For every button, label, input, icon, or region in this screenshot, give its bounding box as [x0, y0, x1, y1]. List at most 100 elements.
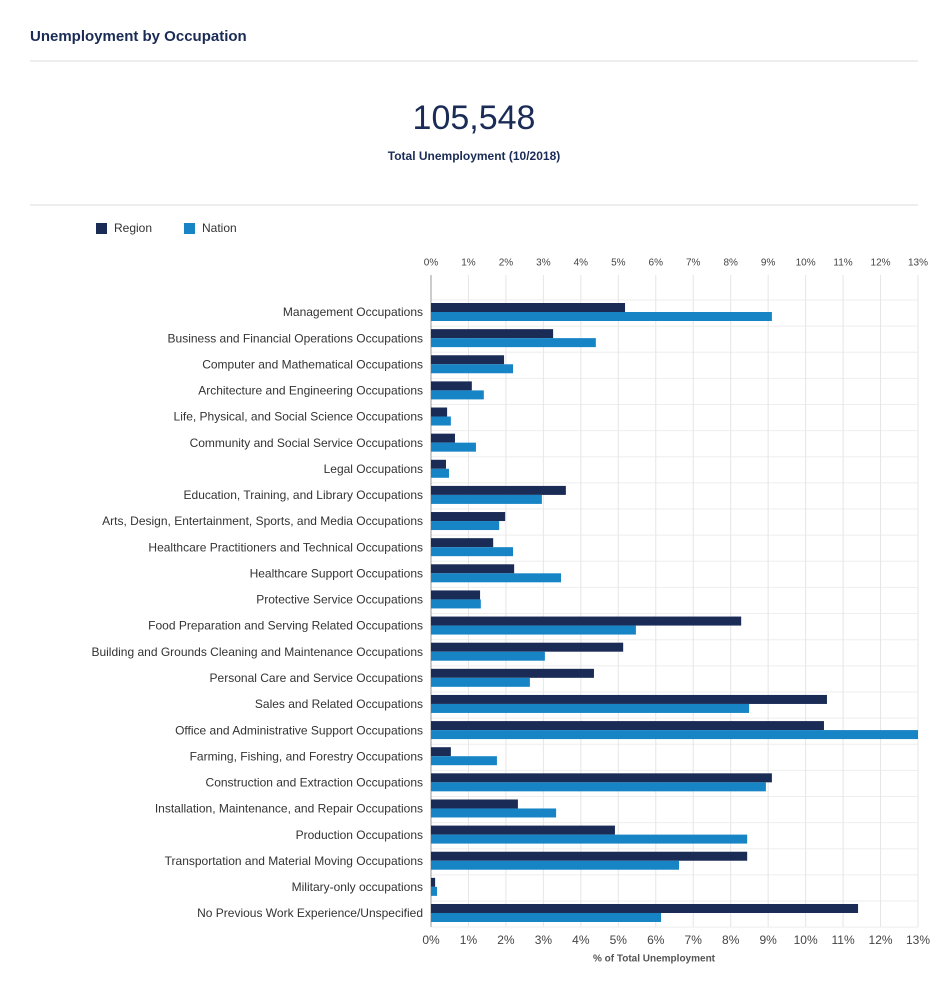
bar	[431, 747, 451, 757]
x-tick-label: 12%	[869, 933, 893, 947]
bar	[431, 886, 437, 896]
y-tick-label: Business and Financial Operations Occupa…	[168, 331, 423, 345]
bar	[431, 338, 596, 348]
bar	[431, 312, 772, 321]
bar	[431, 625, 636, 635]
bar	[431, 808, 557, 818]
y-tick-label: Military-only occupations	[292, 880, 423, 894]
y-tick-label: Food Preparation and Serving Related Occ…	[148, 619, 423, 633]
bar	[431, 651, 545, 661]
x-tick-label: 7%	[685, 933, 703, 947]
bar	[431, 538, 494, 548]
bar	[431, 468, 449, 478]
y-tick-label: Protective Service Occupations	[256, 593, 423, 607]
bar	[431, 694, 827, 704]
y-tick-label: Arts, Design, Entertainment, Sports, and…	[102, 514, 423, 528]
y-tick-label: Installation, Maintenance, and Repair Oc…	[155, 802, 423, 816]
y-tick-label: Healthcare Practitioners and Technical O…	[148, 540, 423, 554]
x-tick-label: 1%	[460, 933, 478, 947]
bar	[431, 642, 624, 652]
x-tick-label-top: 0%	[424, 258, 439, 269]
bar	[431, 721, 824, 731]
x-tick-label: 4%	[572, 933, 590, 947]
x-tick-label-top: 1%	[461, 258, 476, 269]
x-tick-label-top: 3%	[536, 258, 551, 269]
y-tick-label: Farming, Fishing, and Forestry Occupatio…	[190, 749, 423, 763]
kpi-value: 105,548	[413, 99, 536, 137]
x-tick-label-top: 13%	[908, 258, 928, 269]
bar	[431, 616, 742, 626]
y-tick-label: Education, Training, and Library Occupat…	[184, 488, 423, 502]
x-tick-label-top: 11%	[833, 258, 852, 269]
x-tick-label-top: 6%	[649, 258, 664, 269]
legend-label: Region	[114, 221, 152, 235]
x-tick-label: 13%	[906, 933, 930, 947]
bar	[431, 782, 766, 792]
y-tick-label: Sales and Related Occupations	[255, 697, 423, 711]
y-tick-label: Production Occupations	[296, 828, 423, 842]
x-tick-label: 3%	[535, 933, 553, 947]
bar	[431, 390, 484, 400]
bar	[431, 547, 514, 557]
x-tick-label-top: 9%	[761, 258, 776, 269]
x-tick-label: 2%	[497, 933, 515, 947]
bar	[431, 590, 481, 600]
bar	[431, 329, 554, 339]
x-tick-label-top: 12%	[871, 258, 891, 269]
bar	[431, 851, 748, 861]
legend-swatch	[184, 223, 195, 234]
x-axis-title: % of Total Unemployment	[593, 954, 716, 965]
bar	[431, 825, 615, 835]
bar	[431, 860, 679, 870]
y-tick-label: Architecture and Engineering Occupations	[198, 384, 423, 398]
x-tick-label: 10%	[794, 933, 818, 947]
bar	[431, 564, 515, 574]
y-tick-label: Office and Administrative Support Occupa…	[175, 723, 423, 737]
x-tick-label-top: 10%	[796, 258, 816, 269]
bar	[431, 364, 514, 374]
y-tick-label: Community and Social Service Occupations	[190, 436, 423, 450]
bar	[431, 799, 518, 809]
panel-title: Unemployment by Occupation	[30, 28, 247, 45]
bar	[431, 903, 859, 913]
bars	[431, 303, 918, 922]
bar	[431, 442, 476, 452]
bar	[431, 730, 918, 740]
bar	[431, 756, 497, 766]
x-tick-label: 5%	[610, 933, 628, 947]
y-tick-label: Life, Physical, and Social Science Occup…	[174, 410, 423, 424]
bar	[431, 677, 530, 687]
bar	[431, 773, 772, 783]
y-tick-label: Management Occupations	[283, 305, 423, 319]
bar	[431, 303, 626, 312]
bar	[431, 521, 500, 531]
bar	[431, 512, 506, 522]
y-tick-label: Building and Grounds Cleaning and Mainte…	[91, 645, 423, 659]
bar	[431, 912, 662, 922]
x-tick-label-top: 8%	[723, 258, 738, 269]
bar	[431, 877, 436, 887]
x-tick-label: 0%	[422, 933, 440, 947]
y-tick-label: Healthcare Support Occupations	[250, 566, 423, 580]
bar	[431, 381, 472, 391]
bar	[431, 703, 750, 713]
y-tick-label: Personal Care and Service Occupations	[210, 671, 423, 685]
bar	[431, 668, 594, 678]
x-tick-label-top: 2%	[499, 258, 514, 269]
x-tick-label: 6%	[647, 933, 665, 947]
bar	[431, 407, 448, 417]
bar	[431, 416, 451, 426]
y-tick-label: Computer and Mathematical Occupations	[202, 357, 423, 371]
x-tick-label-top: 7%	[686, 258, 701, 269]
kpi-label: Total Unemployment (10/2018)	[388, 149, 561, 163]
bar	[431, 485, 566, 495]
y-tick-label: Transportation and Material Moving Occup…	[165, 854, 423, 868]
bar	[431, 433, 455, 443]
x-tick-label: 9%	[759, 933, 777, 947]
legend-label: Nation	[202, 221, 237, 235]
bar	[431, 599, 481, 609]
bar	[431, 834, 748, 844]
bar	[431, 459, 446, 469]
y-tick-label: No Previous Work Experience/Unspecified	[197, 906, 423, 920]
